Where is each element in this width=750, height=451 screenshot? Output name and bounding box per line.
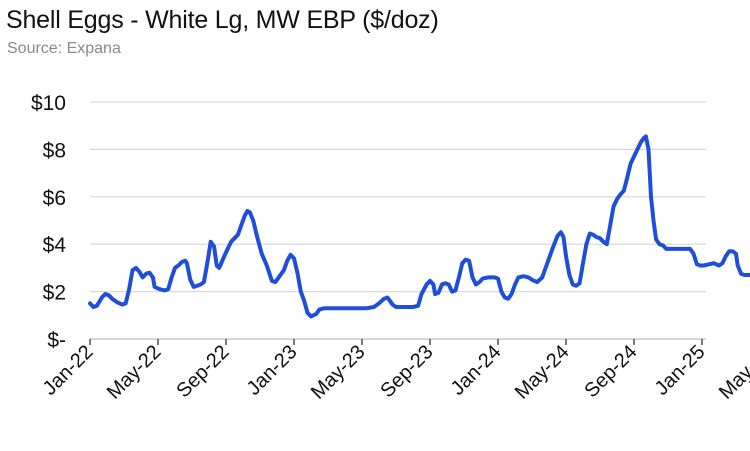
x-tick-label: Jan-25 [651, 341, 710, 400]
series-line-0 [88, 134, 750, 319]
x-tick-label: Jan-24 [447, 341, 506, 400]
x-tick-label: Sep-23 [376, 341, 437, 402]
x-axis-ticks: Jan-22 May-22 Sep-22 Jan-23 May-23 Sep-23 Jan-… [39, 339, 750, 404]
y-tick-label: $8 [43, 139, 66, 162]
x-tick-label: May-22 [103, 341, 166, 404]
x-tick-label: Sep-22 [172, 341, 233, 402]
y-tick-label: $4 [43, 234, 67, 257]
x-tick-label: Jan-23 [243, 341, 302, 400]
chart-title: Shell Eggs - White Lg, MW EBP ($/doz) [6, 6, 439, 34]
gridlines [90, 101, 706, 340]
x-tick-label: Sep-24 [580, 341, 641, 402]
x-tick-label: May-24 [511, 341, 574, 404]
y-tick-label: $10 [31, 92, 66, 115]
x-tick-label: May-25 [715, 341, 750, 404]
y-axis-ticks: $- $2 $4 $6 $8 $10 [31, 92, 66, 352]
series-layer [88, 134, 750, 319]
x-tick-label: May-23 [307, 341, 370, 404]
y-tick-label: $- [47, 329, 66, 352]
y-tick-label: $6 [43, 187, 66, 210]
chart-subtitle: Source: Expana [7, 40, 121, 57]
y-tick-label: $2 [43, 282, 66, 305]
